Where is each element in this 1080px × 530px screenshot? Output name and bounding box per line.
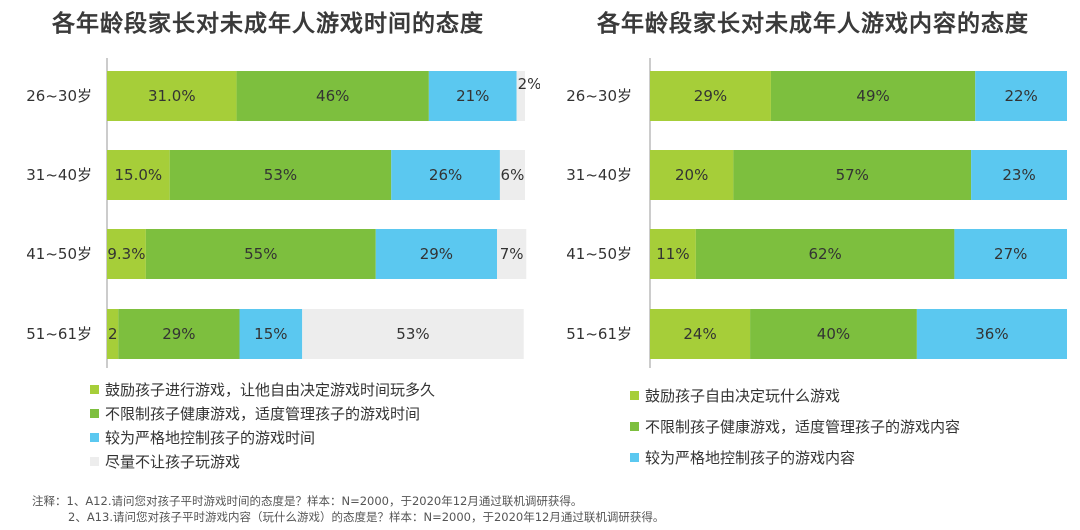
bar-segment: [107, 71, 237, 121]
data-label: 53%: [264, 166, 297, 184]
bar-segment: [650, 309, 751, 359]
bar-segment: [650, 150, 734, 200]
legend-label: 尽量不让孩子玩游戏: [105, 452, 241, 471]
data-label: 23%: [1002, 166, 1035, 184]
bar-segment: [239, 309, 303, 359]
data-label: 40%: [817, 325, 850, 343]
category-label: 26~30岁: [566, 87, 632, 105]
legend-item: 不限制孩子健康游戏，适度管理孩子的游戏内容: [630, 411, 960, 442]
stacked-bar-chart-time: 26~30岁 31.0% 46% 21% 2% 31~40岁 15.0% 53% 26% 6% 41…: [26, 58, 540, 368]
legend-content: 鼓励孩子自由决定玩什么游戏不限制孩子健康游戏，适度管理孩子的游戏内容 较为严格地控…: [630, 380, 960, 473]
footnotes: 注释：1、A12.请问您对孩子平时游戏时间的态度是？样本：N=2000，于202…: [32, 493, 664, 525]
chart-title-content: 各年龄段家长对未成年人游戏内容的态度: [597, 11, 1029, 37]
data-label: 29%: [420, 245, 453, 263]
bar-segment: [733, 150, 972, 200]
chart-title-time: 各年龄段家长对未成年人游戏时间的态度: [52, 11, 484, 37]
data-label: 29%: [694, 87, 727, 105]
data-label: 31.0%: [148, 87, 196, 105]
data-label: 11%: [656, 245, 689, 263]
data-label: 2%: [518, 75, 540, 93]
bar-segment: [118, 309, 240, 359]
data-label: 36%: [975, 325, 1008, 343]
bar-segment: [695, 229, 955, 279]
bar-segment: [375, 229, 497, 279]
bar-segment: [971, 150, 1067, 200]
legend-swatch: [630, 391, 639, 400]
data-label: 46%: [316, 87, 349, 105]
data-label: 49%: [856, 87, 889, 105]
data-label: 29%: [162, 325, 195, 343]
data-label: 24%: [683, 325, 716, 343]
footnote-2: 2、A13.请问您对孩子平时游戏内容（玩什么游戏）的态度是？样本：N=2000，…: [68, 510, 665, 524]
legend-label: 较为严格地控制孩子的游戏时间: [105, 428, 316, 447]
data-label: 6%: [501, 166, 525, 184]
data-label: 7%: [500, 245, 524, 263]
data-label: 15.0%: [115, 166, 163, 184]
bar-segment: [107, 309, 119, 359]
legend-item: 鼓励孩子进行游戏，让他自由决定游戏时间玩多久: [90, 377, 435, 401]
category-label: 51~61岁: [26, 325, 92, 343]
bar-segment: [750, 309, 917, 359]
bar-segment: [770, 71, 976, 121]
data-label: 26%: [429, 166, 462, 184]
data-label: 57%: [836, 166, 869, 184]
legend-item: 较为严格地控制孩子的游戏时间: [90, 425, 435, 449]
bar-segment: [516, 71, 525, 121]
legend-swatch: [90, 432, 99, 442]
data-label: 53%: [396, 325, 429, 343]
stacked-bar-chart-content: 26~30岁 29% 49% 22% 31~40岁 20% 57% 23% 41~50岁 11% 6…: [566, 58, 1067, 368]
bar-segment: [499, 150, 525, 200]
category-label: 51~61岁: [566, 325, 632, 343]
bar-segment: [975, 71, 1067, 121]
data-label: 20%: [675, 166, 708, 184]
legend-swatch: [90, 408, 99, 418]
legend-label: 不限制孩子健康游戏，适度管理孩子的游戏内容: [645, 418, 961, 436]
legend-item: 较为严格地控制孩子的游戏内容: [630, 442, 960, 473]
data-label: 27%: [994, 245, 1027, 263]
legend-label: 鼓励孩子自由决定玩什么游戏: [645, 387, 841, 405]
legend-label: 不限制孩子健康游戏，适度管理孩子的游戏时间: [105, 404, 421, 423]
bar-segment: [916, 309, 1067, 359]
bar-segment: [145, 229, 376, 279]
legend-label: 较为严格地控制孩子的游戏内容: [645, 449, 856, 467]
data-label: 55%: [244, 245, 277, 263]
data-label: 9.3%: [107, 245, 145, 263]
category-label: 41~50岁: [566, 245, 632, 263]
category-label: 26~30岁: [26, 87, 92, 105]
category-label: 31~40岁: [566, 166, 632, 184]
bar-segment: [107, 150, 170, 200]
bar-segment: [169, 150, 392, 200]
legend-item: 不限制孩子健康游戏，适度管理孩子的游戏时间: [90, 401, 435, 425]
legend-label: 鼓励孩子进行游戏，让他自由决定游戏时间玩多久: [105, 380, 436, 399]
bar-segment: [496, 229, 527, 279]
bar-segment: [302, 309, 524, 359]
legend-swatch: [90, 384, 99, 394]
bar-segment: [650, 71, 771, 121]
bar-segment: [391, 150, 500, 200]
footnote-1: 注释：1、A12.请问您对孩子平时游戏时间的态度是？样本：N=2000，于202…: [32, 494, 583, 508]
bar-segment: [428, 71, 517, 121]
legend-swatch: [90, 456, 99, 466]
data-label: 62%: [808, 245, 841, 263]
category-label: 31~40岁: [26, 166, 92, 184]
bar-segment: [650, 229, 696, 279]
category-label: 41~50岁: [26, 245, 92, 263]
bar-segment: [107, 229, 146, 279]
legend-item: 鼓励孩子自由决定玩什么游戏: [630, 380, 960, 411]
legend-swatch: [630, 453, 639, 462]
data-label: 21%: [456, 87, 489, 105]
legend-time: 鼓励孩子进行游戏，让他自由决定游戏时间玩多久 不限制孩子健康游戏，适度管理孩子的游…: [90, 377, 435, 473]
bar-segment: [954, 229, 1067, 279]
legend-item: 尽量不让孩子玩游戏: [90, 449, 435, 473]
legend-swatch: [630, 422, 639, 431]
bar-segment: [236, 71, 429, 121]
data-label: 15%: [254, 325, 287, 343]
data-label: 22%: [1004, 87, 1037, 105]
